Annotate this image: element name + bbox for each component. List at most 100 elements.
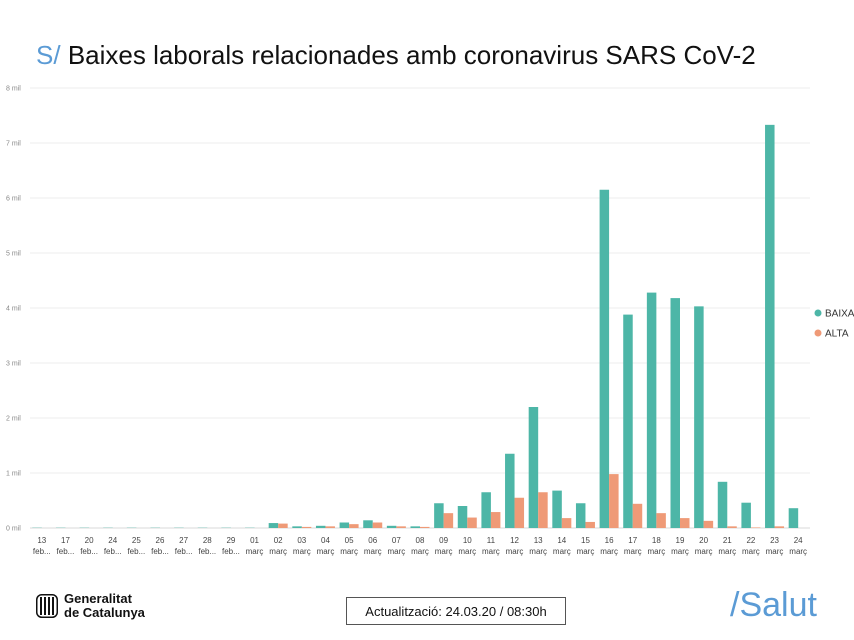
bar-baixa <box>575 503 586 528</box>
bar-baixa <box>457 506 468 528</box>
y-tick-label: 6 mil <box>6 196 21 203</box>
x-tick-month: feb... <box>222 547 240 556</box>
x-tick-day: 12 <box>510 536 519 545</box>
x-tick-day: 02 <box>274 536 283 545</box>
bar-alta <box>349 524 359 528</box>
chart-bars <box>32 124 799 528</box>
y-tick-label: 4 mil <box>6 306 21 313</box>
bar-alta <box>490 512 501 528</box>
bar-baixa <box>623 314 633 528</box>
bar-baixa <box>292 526 302 528</box>
bar-alta <box>301 526 312 528</box>
x-tick-month: març <box>387 547 405 556</box>
x-tick-month: març <box>671 547 689 556</box>
x-tick-month: feb... <box>80 547 98 556</box>
bar-alta <box>585 521 595 528</box>
x-tick-month: març <box>718 547 736 556</box>
x-tick-month: març <box>246 547 264 556</box>
title-text: Baixes laborals relacionades amb coronav… <box>67 40 756 70</box>
x-tick-day: 29 <box>226 536 235 545</box>
bar-baixa <box>363 520 373 528</box>
bar-baixa <box>434 503 444 528</box>
x-tick-month: feb... <box>127 547 145 556</box>
x-tick-month: març <box>458 547 476 556</box>
bar-baixa <box>788 508 799 528</box>
bar-alta <box>750 527 761 528</box>
x-tick-day: 25 <box>132 536 141 545</box>
x-tick-day: 24 <box>794 536 803 545</box>
x-tick-day: 26 <box>156 536 165 545</box>
page-title: S/ Baixes laborals relacionades amb coro… <box>36 40 756 71</box>
x-tick-month: març <box>553 547 571 556</box>
x-tick-day: 21 <box>723 536 732 545</box>
chart-legend: BAIXA ALTA <box>814 309 854 340</box>
bar-baixa <box>741 502 751 528</box>
bar-alta <box>656 513 666 528</box>
x-tick-day: 17 <box>61 536 70 545</box>
logo-line1: Generalitat <box>64 591 132 606</box>
y-tick-label: 5 mil <box>6 251 21 258</box>
bar-baixa <box>717 481 728 528</box>
legend-label-baixa: BAIXA <box>825 309 854 320</box>
bar-baixa <box>505 453 515 528</box>
bar-baixa <box>646 292 657 528</box>
x-tick-month: març <box>293 547 311 556</box>
bar-alta <box>680 518 690 528</box>
legend-label-alta: ALTA <box>825 329 849 340</box>
y-tick-label: 2 mil <box>6 416 21 423</box>
x-tick-month: març <box>317 547 335 556</box>
x-tick-month: març <box>340 547 358 556</box>
x-tick-day: 09 <box>439 536 448 545</box>
x-tick-day: 22 <box>746 536 755 545</box>
x-tick-month: març <box>435 547 453 556</box>
x-tick-day: 13 <box>534 536 543 545</box>
x-tick-month: feb... <box>198 547 216 556</box>
x-tick-day: 05 <box>345 536 354 545</box>
x-tick-month: març <box>695 547 713 556</box>
x-tick-day: 20 <box>85 536 94 545</box>
y-tick-label: 7 mil <box>6 141 21 148</box>
x-tick-month: març <box>269 547 287 556</box>
x-tick-day: 04 <box>321 536 330 545</box>
bar-alta <box>420 526 430 528</box>
x-tick-day: 11 <box>487 536 496 545</box>
chart-grid: 0 mil 1 mil 2 mil 3 mil 4 mil 5 mil 6 mil 7 mil… <box>6 86 810 533</box>
x-tick-month: març <box>789 547 807 556</box>
x-tick-day: 20 <box>699 536 708 545</box>
x-tick-day: 15 <box>581 536 590 545</box>
bar-baixa <box>528 407 539 528</box>
bar-baixa <box>481 492 491 528</box>
y-tick-label: 3 mil <box>6 361 21 368</box>
title-prefix: S/ <box>36 40 61 70</box>
bar-alta <box>561 518 572 528</box>
x-tick-day: 28 <box>203 536 212 545</box>
x-tick-month: feb... <box>57 547 75 556</box>
bar-baixa <box>268 523 279 528</box>
x-tick-month: març <box>529 547 547 556</box>
x-tick-month: març <box>482 547 500 556</box>
x-tick-month: març <box>647 547 665 556</box>
x-tick-day: 23 <box>770 536 779 545</box>
bar-alta <box>514 497 525 528</box>
generalitat-stripes-icon <box>36 594 58 618</box>
bar-baixa <box>599 189 610 528</box>
update-timestamp: Actualització: 24.03.20 / 08:30h <box>346 597 566 625</box>
x-tick-day: 14 <box>557 536 566 545</box>
bar-baixa <box>670 298 680 528</box>
x-tick-day: 01 <box>250 536 259 545</box>
x-tick-month: feb... <box>151 547 169 556</box>
bar-alta <box>443 513 454 528</box>
legend-marker-alta <box>814 329 822 337</box>
bar-alta <box>467 517 477 528</box>
logo-line2: de Catalunya <box>64 605 145 620</box>
x-tick-day: 19 <box>676 536 685 545</box>
legend-marker-baixa <box>814 309 822 317</box>
bar-baixa <box>552 490 562 528</box>
x-axis: 13 feb... 17 feb... 20 feb... 24 feb... 25 feb...… <box>33 536 807 556</box>
x-tick-month: març <box>766 547 784 556</box>
x-tick-day: 06 <box>368 536 377 545</box>
x-tick-month: març <box>506 547 524 556</box>
salut-brand-logo: /Salut <box>730 586 817 624</box>
x-tick-day: 24 <box>108 536 117 545</box>
x-tick-month: feb... <box>33 547 51 556</box>
